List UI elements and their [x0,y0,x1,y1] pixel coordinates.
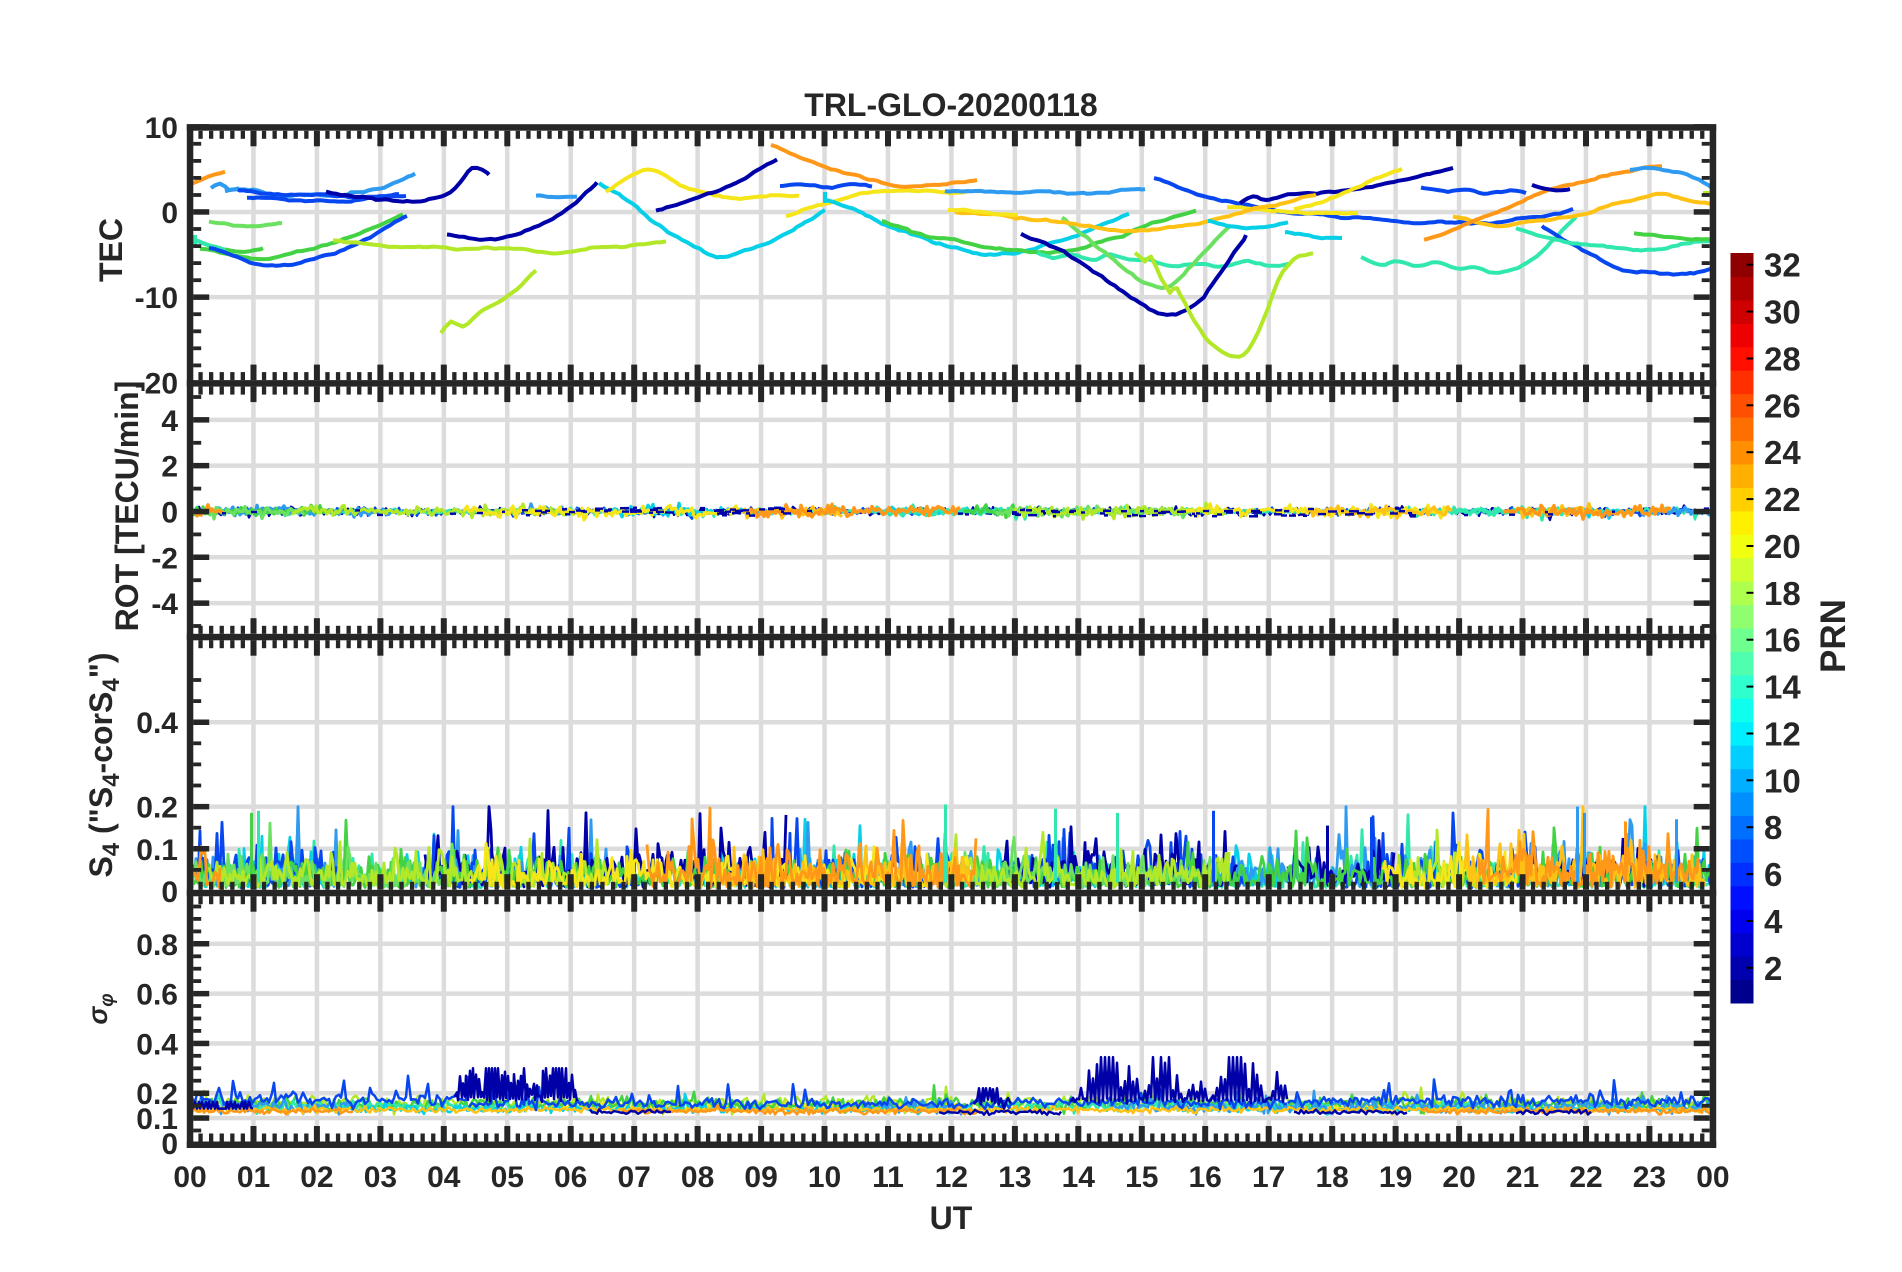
svg-text:17: 17 [1252,1161,1285,1194]
svg-text:30: 30 [1764,294,1801,331]
svg-text:12: 12 [1764,716,1801,753]
svg-text:0: 0 [161,497,178,530]
svg-text:4: 4 [1764,903,1783,940]
svg-text:0.4: 0.4 [136,707,178,740]
svg-text:22: 22 [1764,481,1801,518]
svg-text:10: 10 [1764,762,1801,799]
svg-text:09: 09 [744,1161,777,1194]
svg-text:TRL-GLO-20200118: TRL-GLO-20200118 [804,87,1097,123]
svg-text:15: 15 [1125,1161,1158,1194]
svg-text:00: 00 [173,1161,206,1194]
svg-text:ROT [TECU/min]: ROT [TECU/min] [109,381,145,632]
svg-text:UT: UT [930,1200,973,1236]
svg-text:11: 11 [872,1161,904,1194]
svg-text:-10: -10 [135,282,178,315]
svg-text:10: 10 [145,112,178,145]
svg-text:20: 20 [1442,1161,1475,1194]
svg-text:20: 20 [1764,528,1801,565]
svg-text:13: 13 [998,1161,1031,1194]
svg-text:0: 0 [161,197,178,230]
svg-text:28: 28 [1764,341,1801,378]
svg-text:-2: -2 [151,542,178,575]
svg-text:16: 16 [1189,1161,1222,1194]
svg-text:0: 0 [161,876,178,909]
svg-text:22: 22 [1569,1161,1602,1194]
svg-text:0.4: 0.4 [136,1028,178,1061]
svg-text:0.2: 0.2 [136,1078,178,1111]
svg-text:0: 0 [161,1128,178,1161]
svg-text:0.6: 0.6 [136,979,178,1012]
svg-text:6: 6 [1764,856,1782,893]
svg-text:32: 32 [1764,247,1801,284]
svg-text:04: 04 [427,1161,461,1194]
svg-text:03: 03 [364,1161,397,1194]
svg-text:2: 2 [161,451,178,484]
svg-text:24: 24 [1764,434,1801,471]
svg-text:08: 08 [681,1161,714,1194]
svg-text:19: 19 [1379,1161,1412,1194]
svg-text:0.2: 0.2 [136,792,178,825]
svg-text:-4: -4 [151,588,178,621]
svg-text:PRN: PRN [1814,599,1853,673]
svg-text:00: 00 [1696,1161,1729,1194]
svg-text:23: 23 [1633,1161,1666,1194]
svg-text:01: 01 [237,1161,270,1194]
svg-text:10: 10 [808,1161,841,1194]
svg-text:16: 16 [1764,622,1801,659]
svg-text:0.8: 0.8 [136,929,178,962]
svg-text:0.1: 0.1 [136,834,178,867]
svg-text:26: 26 [1764,387,1801,424]
svg-text:14: 14 [1764,669,1801,706]
svg-text:02: 02 [300,1161,333,1194]
svg-text:σφ: σφ [83,993,118,1024]
svg-text:0.1: 0.1 [136,1103,178,1136]
svg-text:18: 18 [1316,1161,1349,1194]
svg-text:4: 4 [161,405,178,438]
svg-text:2: 2 [1764,950,1782,987]
svg-text:14: 14 [1062,1161,1096,1194]
svg-text:8: 8 [1764,809,1782,846]
svg-text:-20: -20 [135,367,178,400]
svg-text:05: 05 [491,1161,524,1194]
svg-text:12: 12 [935,1161,968,1194]
svg-text:18: 18 [1764,575,1801,612]
svg-text:07: 07 [618,1161,651,1194]
svg-text:TEC: TEC [93,218,129,282]
svg-text:21: 21 [1506,1161,1539,1194]
svg-text:06: 06 [554,1161,587,1194]
